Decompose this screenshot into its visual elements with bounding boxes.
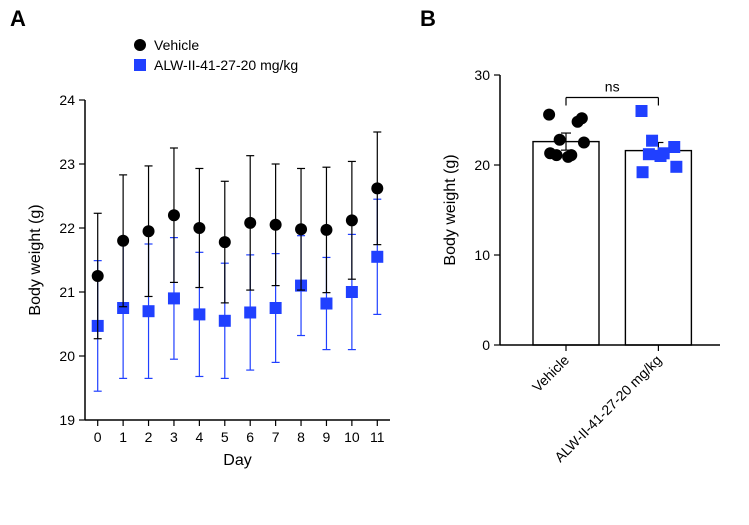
- svg-text:21: 21: [59, 284, 75, 300]
- svg-text:10: 10: [344, 429, 360, 445]
- svg-text:1: 1: [119, 429, 127, 445]
- svg-text:3: 3: [170, 429, 178, 445]
- svg-text:0: 0: [94, 429, 102, 445]
- legend-alw: ALW-II-41-27-20 mg/kg: [154, 57, 298, 73]
- panel-b-annotation: ns: [605, 79, 620, 95]
- figure-root: A 19202122232401234567891011DayBody weig…: [0, 0, 749, 525]
- panel-a-xlabel: Day: [223, 452, 251, 469]
- svg-text:20: 20: [59, 348, 75, 364]
- svg-text:23: 23: [59, 156, 75, 172]
- panel-a-ylabel: Body weight (g): [27, 204, 44, 315]
- svg-text:4: 4: [195, 429, 203, 445]
- svg-text:8: 8: [297, 429, 305, 445]
- svg-text:24: 24: [59, 92, 75, 108]
- panel-b-chart: 0 10 20 30 Body weight (g) VehicleALW-II-41-2…: [420, 0, 749, 510]
- svg-text:5: 5: [221, 429, 229, 445]
- svg-text:20: 20: [474, 157, 490, 173]
- svg-text:0: 0: [482, 337, 490, 353]
- xlabel-vehicle: Vehicle: [529, 352, 572, 395]
- svg-text:6: 6: [246, 429, 254, 445]
- xlabel-alw: ALW-II-41-27-20 mg/kg: [551, 352, 664, 465]
- panel-a-chart: 19202122232401234567891011DayBody weight…: [10, 0, 410, 510]
- svg-text:10: 10: [474, 247, 490, 263]
- svg-text:11: 11: [370, 429, 385, 445]
- svg-text:19: 19: [59, 412, 75, 428]
- legend-vehicle: Vehicle: [154, 37, 199, 53]
- panel-b-ylabel: Body weight (g): [442, 154, 459, 265]
- svg-text:22: 22: [59, 220, 75, 236]
- svg-text:7: 7: [272, 429, 280, 445]
- svg-text:9: 9: [323, 429, 331, 445]
- svg-text:2: 2: [145, 429, 153, 445]
- svg-text:30: 30: [474, 67, 490, 83]
